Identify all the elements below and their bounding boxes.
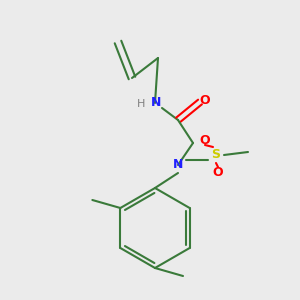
Text: N: N [151, 97, 161, 110]
Text: S: S [212, 148, 220, 161]
Text: O: O [200, 94, 210, 106]
Text: O: O [213, 166, 223, 178]
Text: O: O [200, 134, 210, 146]
Text: H: H [137, 99, 145, 109]
Text: N: N [173, 158, 183, 172]
